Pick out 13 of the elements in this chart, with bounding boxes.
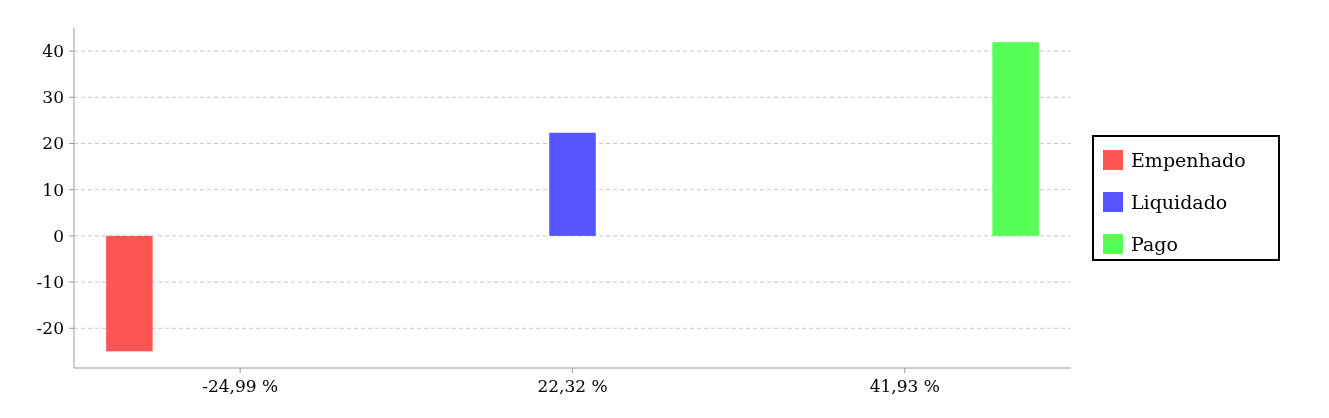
x-tick-label: 41,93 % bbox=[869, 376, 940, 396]
y-tick-label: 20 bbox=[42, 133, 64, 154]
x-tick-label: 22,32 % bbox=[537, 376, 608, 396]
legend-label: Empenhado bbox=[1131, 148, 1246, 171]
y-tick-label: 10 bbox=[42, 179, 64, 200]
y-tick-label: 30 bbox=[42, 87, 64, 108]
y-tick-label: -20 bbox=[36, 318, 64, 339]
x-tick-label: -24,99 % bbox=[202, 376, 279, 396]
y-tick-label: 0 bbox=[53, 225, 64, 246]
legend-label: Liquidado bbox=[1131, 190, 1228, 213]
legend-label: Pago bbox=[1131, 232, 1178, 255]
y-tick-label: -10 bbox=[36, 272, 64, 293]
y-tick-label: 40 bbox=[42, 41, 64, 62]
